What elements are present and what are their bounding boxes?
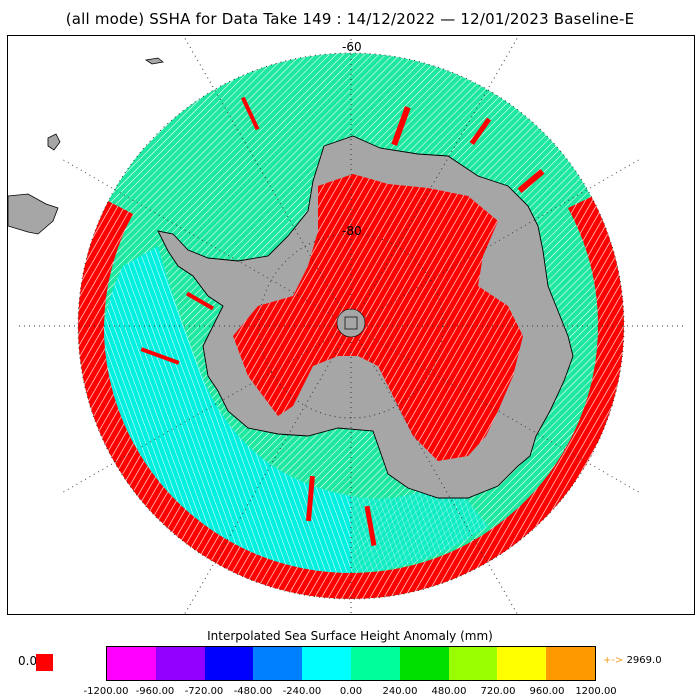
- above-range-arrow: +->: [603, 655, 624, 666]
- colorbar-swatch-0: [107, 647, 156, 680]
- plot-title: (all mode) SSHA for Data Take 149 : 14/1…: [65, 10, 635, 28]
- colorbar-swatch-8: [497, 647, 547, 680]
- above-range-label: 2969.0: [626, 655, 662, 666]
- colorbar-tick-5: 0.00: [339, 686, 363, 697]
- colorbar-tick-7: 480.00: [431, 686, 467, 697]
- colorbar-swatch-4: [302, 647, 351, 680]
- colorbar-title: Interpolated Sea Surface Height Anomaly …: [207, 629, 493, 643]
- colorbar-tick-0: -1200.00: [83, 686, 129, 697]
- below-range-label: 0.0: [18, 654, 38, 668]
- pole-hole: [336, 308, 366, 338]
- lat-label-60: -60: [342, 40, 362, 54]
- interior-high-anomaly: [233, 174, 523, 461]
- colorbar-swatch-5: [350, 647, 400, 680]
- colorbar-swatch-1: [155, 647, 205, 680]
- colorbar-tick-3: -480.00: [233, 686, 273, 697]
- colorbar-tick-10: 1200.00: [575, 686, 617, 697]
- colorbar-swatch-6: [399, 647, 449, 680]
- map-canvas: [8, 36, 684, 614]
- colorbar-tick-8: 720.00: [480, 686, 516, 697]
- colorbar-swatch-3: [253, 647, 303, 680]
- colorbar-tick-6: 240.00: [382, 686, 418, 697]
- lat-label-80: -80: [342, 224, 362, 238]
- colorbar-swatch-9: [546, 647, 595, 680]
- colorbar: [106, 646, 596, 681]
- below-range-swatch: [36, 654, 53, 671]
- colorbar-tick-9: 960.00: [529, 686, 565, 697]
- colorbar-swatch-2: [204, 647, 254, 680]
- graticule: [18, 36, 684, 614]
- colorbar-tick-labels: -1200.00 -960.00 -720.00 -480.00 -240.00 0.00…: [0, 686, 700, 700]
- above-range-indicator: +-> 2969.0: [603, 655, 662, 666]
- colorbar-tick-1: -960.00: [135, 686, 175, 697]
- polar-map: -60 -80: [7, 35, 695, 615]
- pole-marker: [344, 316, 358, 330]
- colorbar-tick-2: -720.00: [184, 686, 224, 697]
- colorbar-swatch-7: [448, 647, 498, 680]
- outer-land: [8, 57, 164, 235]
- colorbar-tick-4: -240.00: [282, 686, 322, 697]
